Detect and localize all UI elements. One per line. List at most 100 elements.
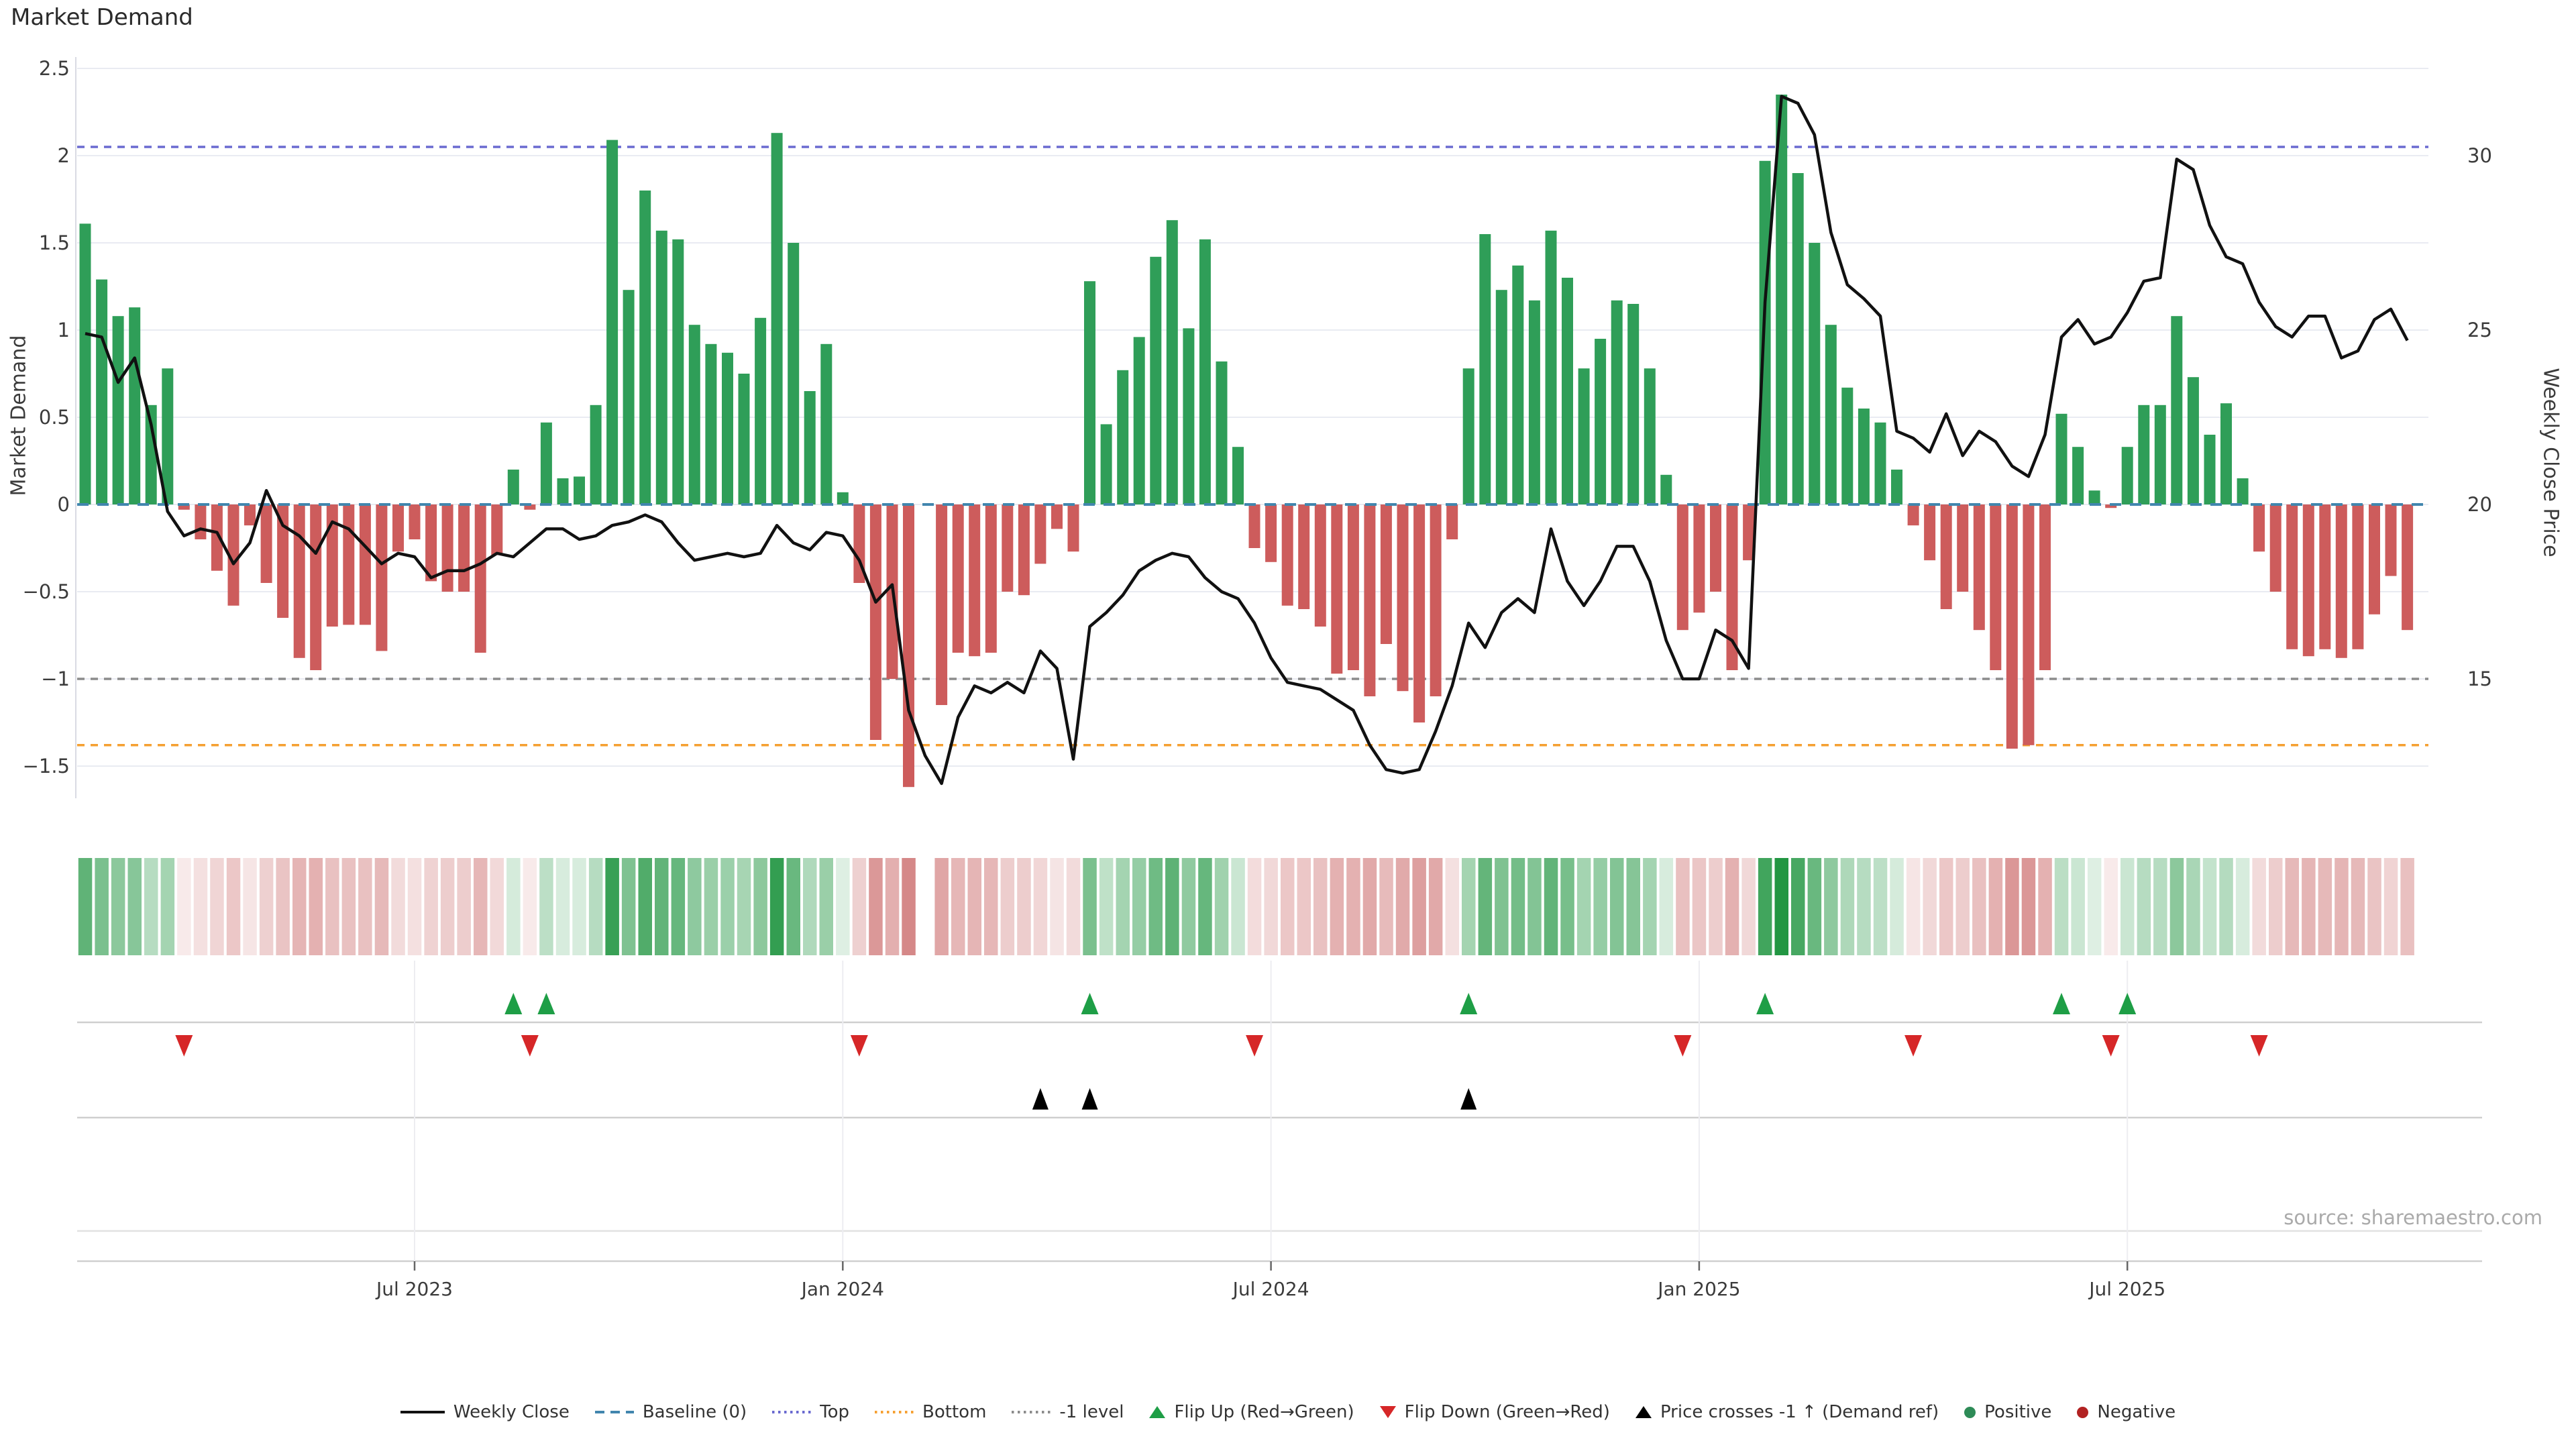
- legend-item: Bottom: [875, 1402, 986, 1422]
- heatmap-cell: [325, 858, 339, 955]
- demand-bar: [1858, 409, 1870, 504]
- heatmap-cell: [2104, 858, 2118, 955]
- heatmap-cell: [1148, 858, 1163, 955]
- demand-bar: [1825, 325, 1837, 504]
- legend-triangle-up-icon: [1149, 1406, 1166, 1418]
- demand-bar: [837, 492, 849, 504]
- left-tick-label: 1.5: [39, 231, 70, 254]
- heatmap-cell: [210, 858, 224, 955]
- demand-bar: [227, 504, 239, 606]
- heatmap-cell: [2121, 858, 2135, 955]
- demand-bar: [1611, 300, 1623, 504]
- heatmap-cell: [1214, 858, 1229, 955]
- demand-bar: [557, 478, 569, 504]
- right-tick-label: 20: [2467, 493, 2492, 516]
- demand-bar: [1940, 504, 1952, 609]
- demand-bar: [1495, 290, 1507, 504]
- heatmap-cell: [934, 858, 949, 955]
- demand-bar: [474, 504, 486, 653]
- heatmap-cell: [2219, 858, 2233, 955]
- heatmap-cell: [1659, 858, 1674, 955]
- source-text: source: sharemaestro.com: [2284, 1206, 2542, 1229]
- heatmap-cell: [276, 858, 290, 955]
- legend-triangle-down-icon: [1379, 1406, 1396, 1418]
- heatmap-cell: [457, 858, 471, 955]
- heatmap-cell: [1824, 858, 1838, 955]
- legend-label: Negative: [2097, 1402, 2176, 1422]
- heatmap-cell: [1955, 858, 1970, 955]
- heatmap-cell: [2252, 858, 2266, 955]
- demand-bar: [574, 476, 585, 504]
- demand-bar: [129, 307, 141, 504]
- legend-item: Flip Down (Green→Red): [1379, 1402, 1610, 1422]
- demand-bar: [1726, 504, 1738, 670]
- demand-bar: [804, 391, 816, 504]
- legend-dot-swatch: [1012, 1411, 1051, 1413]
- legend-item: Negative: [2077, 1402, 2176, 1422]
- demand-bar: [1084, 281, 1095, 504]
- heatmap-cell: [737, 858, 751, 955]
- left-tick-label: 0.5: [39, 406, 70, 429]
- legend-label: Positive: [1984, 1402, 2052, 1422]
- heatmap-cell: [1330, 858, 1344, 955]
- demand-bar: [1002, 504, 1014, 592]
- flip-down-marker: [1904, 1035, 1923, 1057]
- heatmap-cell: [144, 858, 158, 955]
- demand-bar: [1331, 504, 1343, 674]
- heatmap-cell: [2318, 858, 2332, 955]
- demand-bar: [112, 316, 124, 504]
- legend-item: Top: [772, 1402, 849, 1422]
- demand-bar: [293, 504, 305, 658]
- demand-bar: [1841, 387, 1854, 504]
- heatmap-cell: [1560, 858, 1574, 955]
- heatmap-cell: [803, 858, 817, 955]
- legend-label: -1 level: [1059, 1402, 1124, 1422]
- heatmap-cell: [1939, 858, 1953, 955]
- heatmap-cell: [1972, 858, 1986, 955]
- weekly-close-line: [85, 95, 2409, 786]
- left-tick-label: 2: [58, 144, 70, 167]
- demand-bar: [540, 422, 552, 504]
- demand-bar: [2088, 490, 2100, 504]
- demand-bar: [145, 405, 157, 504]
- heatmap-cell: [95, 858, 109, 955]
- heatmap-cell: [358, 858, 372, 955]
- heatmap-cell: [720, 858, 735, 955]
- demand-bar: [985, 504, 997, 653]
- heatmap-cell: [1165, 858, 1179, 955]
- demand-bar: [1117, 370, 1129, 504]
- heatmap-cell: [374, 858, 389, 955]
- demand-bar: [1973, 504, 1985, 631]
- demand-bar: [903, 504, 914, 788]
- demand-bar: [1660, 474, 1672, 504]
- demand-bar: [491, 504, 503, 555]
- demand-bar: [2171, 316, 2183, 504]
- heatmap-cell: [2038, 858, 2052, 955]
- demand-bar: [1545, 230, 1557, 504]
- demand-bar: [244, 504, 256, 526]
- demand-bar: [2187, 377, 2199, 504]
- demand-bar: [277, 504, 289, 618]
- demand-bar: [2286, 504, 2298, 649]
- heatmap-cell: [852, 858, 867, 955]
- demand-bar: [1644, 368, 1656, 504]
- heatmap-cell: [1033, 858, 1048, 955]
- heatmap-cell: [1346, 858, 1360, 955]
- legend-item: Baseline (0): [594, 1402, 747, 1422]
- demand-bar: [1809, 243, 1821, 504]
- right-tick-label: 30: [2467, 144, 2492, 167]
- heatmap-cell: [1807, 858, 1822, 955]
- demand-bar: [2039, 504, 2051, 670]
- heatmap-cell: [1445, 858, 1459, 955]
- heatmap-cell: [1297, 858, 1311, 955]
- demand-bar: [211, 504, 223, 571]
- heatmap-cell: [2169, 858, 2184, 955]
- demand-bar: [1314, 504, 1326, 627]
- heatmap-cell: [2269, 858, 2283, 955]
- heatmap-cell: [2351, 858, 2365, 955]
- legend-item: Flip Up (Red→Green): [1149, 1402, 1354, 1422]
- demand-bar: [1676, 504, 1688, 631]
- demand-bar: [1347, 504, 1359, 670]
- heatmap-cell: [2186, 858, 2200, 955]
